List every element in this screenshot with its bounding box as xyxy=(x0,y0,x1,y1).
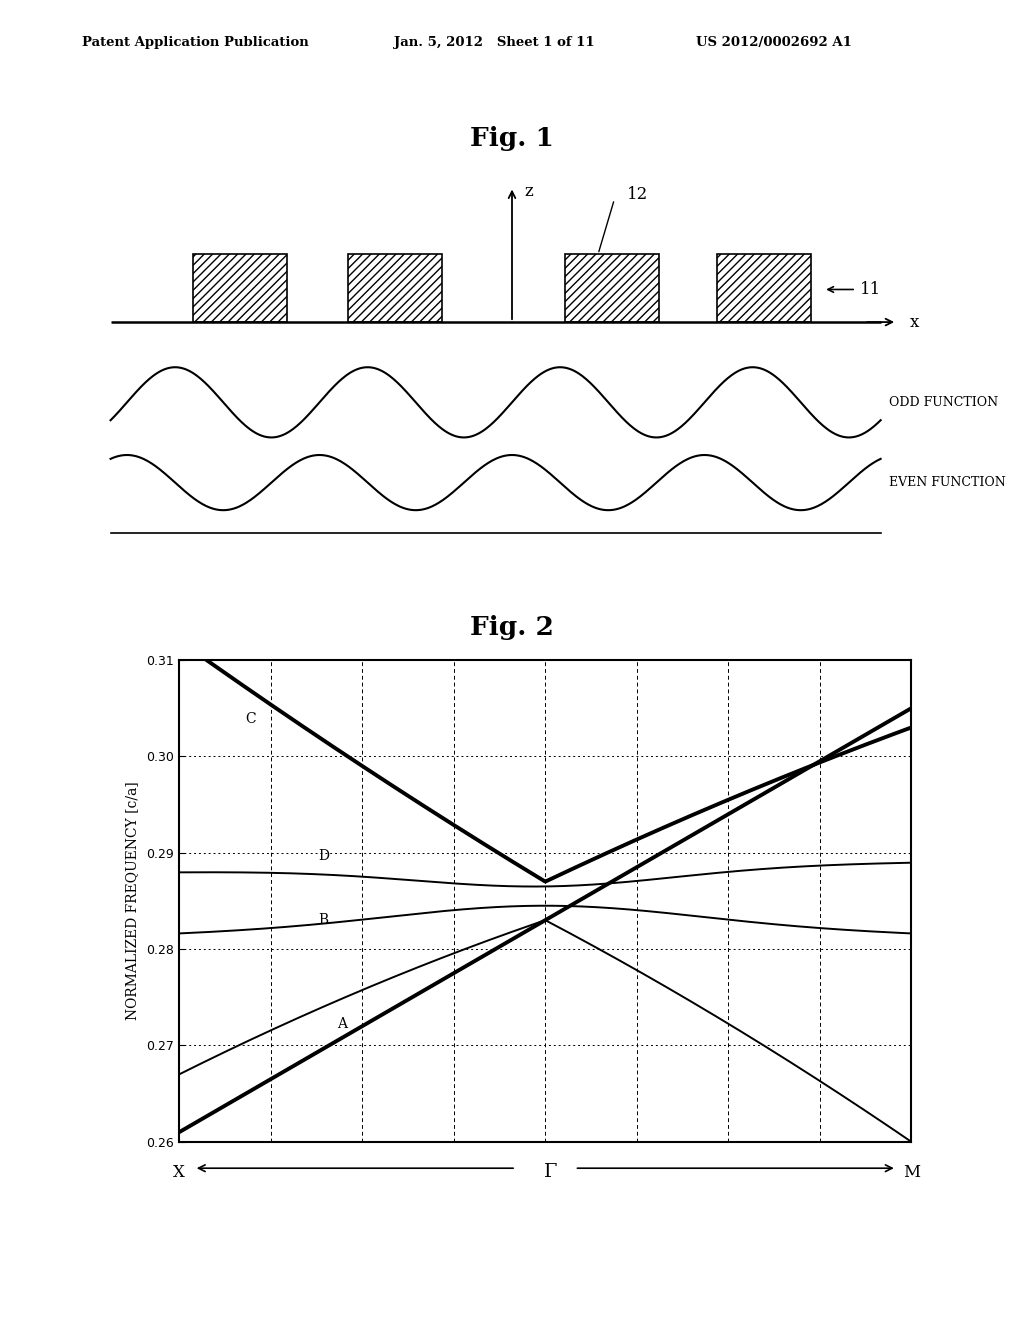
Text: X: X xyxy=(173,1164,185,1180)
Text: B: B xyxy=(318,913,329,927)
Text: Fig. 2: Fig. 2 xyxy=(470,615,554,639)
Text: z: z xyxy=(524,183,534,201)
Bar xyxy=(717,255,811,322)
Text: Γ: Γ xyxy=(544,1163,557,1181)
Text: D: D xyxy=(318,850,330,863)
Text: 12: 12 xyxy=(627,186,648,203)
Bar xyxy=(193,255,287,322)
Text: Jan. 5, 2012   Sheet 1 of 11: Jan. 5, 2012 Sheet 1 of 11 xyxy=(394,36,595,49)
Bar xyxy=(565,255,659,322)
Text: Fig. 1: Fig. 1 xyxy=(470,127,554,150)
Text: ODD FUNCTION: ODD FUNCTION xyxy=(889,396,998,409)
Text: x: x xyxy=(909,314,919,330)
Bar xyxy=(348,255,442,322)
Text: Patent Application Publication: Patent Application Publication xyxy=(82,36,308,49)
Text: 11: 11 xyxy=(860,281,882,298)
Y-axis label: NORMALIZED FREQUENCY [c/a]: NORMALIZED FREQUENCY [c/a] xyxy=(126,781,139,1020)
Text: EVEN FUNCTION: EVEN FUNCTION xyxy=(889,477,1006,490)
Text: C: C xyxy=(245,711,256,726)
Text: US 2012/0002692 A1: US 2012/0002692 A1 xyxy=(696,36,852,49)
Text: M: M xyxy=(903,1164,920,1180)
Text: A: A xyxy=(337,1018,346,1031)
